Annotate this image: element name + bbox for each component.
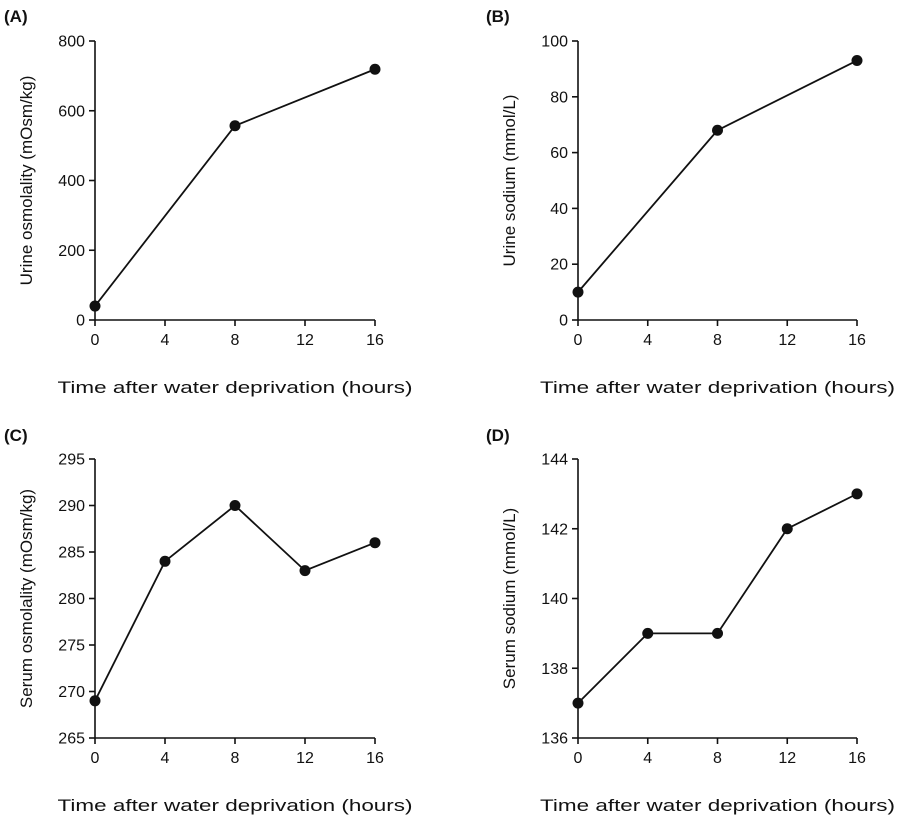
- y-tick-label: 265: [58, 731, 85, 748]
- data-point: [712, 627, 723, 639]
- data-point: [229, 120, 241, 132]
- y-axis-title: Urine sodium (mmol/L): [500, 95, 519, 267]
- data-point: [369, 537, 381, 549]
- y-tick-label: 60: [550, 145, 568, 162]
- y-tick-label: 140: [541, 591, 568, 608]
- y-tick-label: 270: [58, 684, 85, 701]
- y-tick-label: 136: [541, 731, 568, 748]
- data-point: [89, 300, 101, 312]
- data-point: [299, 565, 311, 577]
- x-axis-title: Time after water deprivation (hours): [540, 378, 895, 397]
- y-tick-label: 280: [58, 591, 85, 608]
- series-line: [577, 59, 858, 293]
- data-point: [159, 555, 171, 567]
- x-axis-title: Time after water deprivation (hours): [540, 796, 895, 815]
- chart-panel-c: (C) 265 270 275 280 285 290 295 0 4 8 12 16 Time afte…: [4, 426, 413, 815]
- x-axis-title: Time after water deprivation (hours): [58, 796, 413, 815]
- data-point: [642, 627, 654, 639]
- y-tick-label: 275: [58, 638, 85, 655]
- data-point: [712, 124, 723, 136]
- panel-label: (B): [486, 7, 510, 26]
- x-tick-label: 16: [366, 332, 384, 349]
- data-point: [369, 63, 381, 75]
- y-tick-label: 20: [550, 257, 568, 274]
- x-tick-label: 0: [574, 750, 583, 767]
- x-tick-label: 8: [231, 332, 240, 349]
- x-tick-label: 0: [91, 750, 100, 767]
- x-tick-label: 0: [91, 332, 100, 349]
- data-point: [781, 523, 793, 535]
- x-tick-label: 12: [296, 750, 314, 767]
- panel-label: (D): [486, 426, 510, 445]
- data-point: [89, 695, 101, 707]
- y-axis-title: Serum sodium (mmol/L): [500, 508, 519, 689]
- y-axis-title: Urine osmolality (mOsm/kg): [17, 76, 36, 286]
- x-tick-label: 16: [848, 332, 866, 349]
- y-tick-label: 142: [541, 521, 568, 538]
- y-tick-label: 80: [550, 89, 568, 106]
- data-point: [572, 697, 584, 709]
- y-tick-label: 200: [58, 243, 85, 260]
- series-line: [577, 493, 858, 704]
- y-tick-label: 400: [58, 173, 85, 190]
- data-point: [851, 55, 863, 67]
- series-line: [94, 68, 376, 307]
- panel-label: (C): [4, 426, 28, 445]
- y-tick-label: 144: [541, 452, 568, 469]
- y-tick-label: 285: [58, 545, 85, 562]
- data-point: [851, 488, 863, 500]
- y-tick-label: 290: [58, 498, 85, 515]
- x-tick-label: 16: [366, 750, 384, 767]
- y-axis-title: Serum osmolality (mOsm/kg): [17, 489, 36, 708]
- panel-label: (A): [4, 7, 28, 26]
- y-tick-label: 800: [58, 34, 85, 51]
- x-tick-label: 0: [574, 332, 583, 349]
- chart-panel-a: (A) 0 200 400 600 800 0 4 8 12 16 Time after water …: [4, 7, 413, 397]
- y-tick-label: 600: [58, 103, 85, 120]
- x-tick-label: 8: [713, 332, 722, 349]
- x-tick-label: 4: [643, 332, 652, 349]
- x-tick-label: 4: [161, 750, 170, 767]
- x-tick-label: 4: [643, 750, 652, 767]
- x-tick-label: 12: [778, 750, 796, 767]
- y-tick-label: 0: [76, 313, 85, 330]
- y-tick-label: 100: [541, 34, 568, 51]
- chart-panel-d: (D) 136 138 140 142 144 0 4 8 12 16 Time after wate…: [486, 426, 895, 815]
- x-axis-title: Time after water deprivation (hours): [58, 378, 413, 397]
- x-tick-label: 8: [231, 750, 240, 767]
- x-tick-label: 4: [161, 332, 170, 349]
- y-tick-label: 138: [541, 661, 568, 678]
- x-tick-label: 8: [713, 750, 722, 767]
- chart-panel-b: (B) 0 20 40 60 80 100 0 4 8 12 16 Time after water d…: [486, 7, 895, 397]
- x-tick-label: 12: [296, 332, 314, 349]
- y-tick-label: 40: [550, 201, 568, 218]
- y-tick-label: 0: [559, 313, 568, 330]
- x-tick-label: 16: [848, 750, 866, 767]
- x-tick-label: 12: [778, 332, 796, 349]
- y-tick-label: 295: [58, 452, 85, 469]
- series-line: [94, 504, 376, 702]
- data-point: [572, 286, 584, 298]
- data-point: [229, 500, 241, 511]
